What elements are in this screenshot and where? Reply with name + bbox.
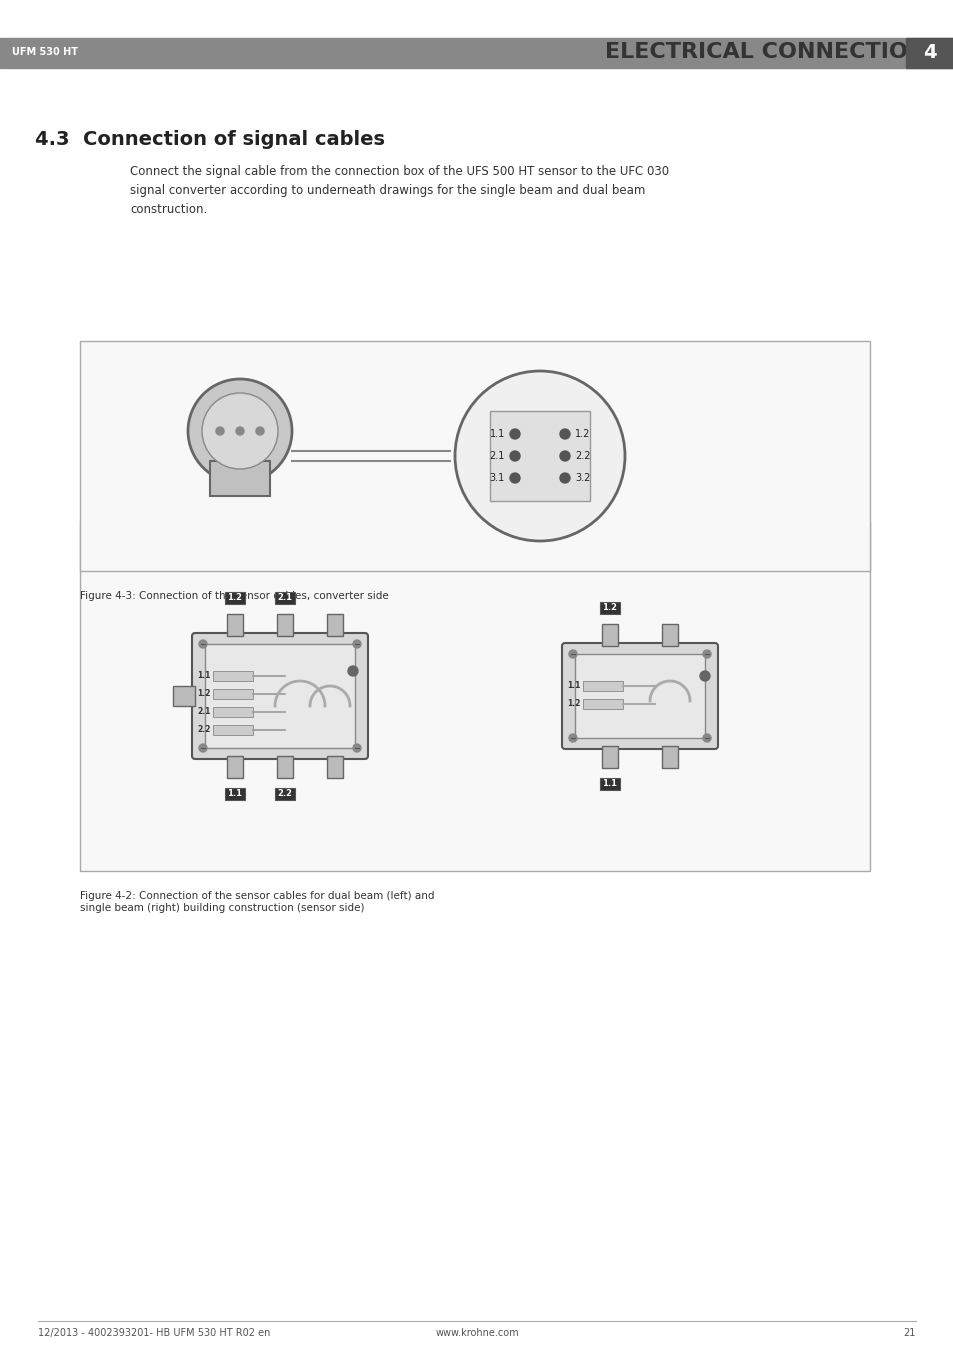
Text: 4: 4 bbox=[923, 42, 936, 62]
Circle shape bbox=[559, 473, 569, 484]
Text: 2.1: 2.1 bbox=[277, 593, 293, 603]
Circle shape bbox=[199, 640, 207, 648]
Text: Connect the signal cable from the connection box of the UFS 500 HT sensor to the: Connect the signal cable from the connec… bbox=[130, 165, 668, 216]
Text: 21: 21 bbox=[902, 1328, 915, 1337]
Text: 12/2013 - 4002393201- HB UFM 530 HT R02 en: 12/2013 - 4002393201- HB UFM 530 HT R02 … bbox=[38, 1328, 270, 1337]
Text: ELECTRICAL CONNECTIONS: ELECTRICAL CONNECTIONS bbox=[604, 42, 941, 62]
FancyBboxPatch shape bbox=[561, 643, 718, 748]
Circle shape bbox=[568, 650, 577, 658]
Circle shape bbox=[510, 451, 519, 461]
Bar bbox=[276, 757, 293, 778]
Bar bbox=[274, 592, 294, 604]
Bar bbox=[575, 654, 704, 738]
Text: 1.2: 1.2 bbox=[575, 430, 590, 439]
Bar bbox=[213, 707, 253, 717]
Text: 3.2: 3.2 bbox=[575, 473, 590, 484]
Bar bbox=[327, 757, 343, 778]
Text: 1.2: 1.2 bbox=[602, 604, 617, 612]
Circle shape bbox=[568, 734, 577, 742]
Text: 2.2: 2.2 bbox=[575, 451, 590, 461]
Bar bbox=[599, 603, 619, 613]
Bar bbox=[213, 671, 253, 681]
Bar bbox=[225, 788, 245, 800]
Circle shape bbox=[353, 640, 360, 648]
Bar bbox=[205, 644, 355, 748]
Text: 2.2: 2.2 bbox=[277, 789, 293, 798]
Bar bbox=[599, 778, 619, 790]
Text: 3.1: 3.1 bbox=[489, 473, 504, 484]
Bar bbox=[327, 613, 343, 636]
Bar bbox=[490, 411, 589, 501]
Bar bbox=[225, 592, 245, 604]
Text: 2.2: 2.2 bbox=[197, 725, 211, 735]
Text: 1.2: 1.2 bbox=[227, 593, 242, 603]
Bar bbox=[582, 681, 622, 690]
Text: 1.1: 1.1 bbox=[197, 671, 211, 681]
Circle shape bbox=[700, 671, 709, 681]
FancyBboxPatch shape bbox=[192, 634, 368, 759]
Text: 2.1: 2.1 bbox=[489, 451, 504, 461]
Bar bbox=[227, 613, 243, 636]
Text: 2.1: 2.1 bbox=[197, 708, 211, 716]
Circle shape bbox=[702, 734, 710, 742]
Bar bbox=[601, 746, 618, 767]
Text: 1.1: 1.1 bbox=[602, 780, 617, 789]
Bar bbox=[905, 38, 953, 68]
Circle shape bbox=[348, 666, 357, 676]
Bar bbox=[213, 725, 253, 735]
Circle shape bbox=[455, 372, 624, 540]
Text: 4.3  Connection of signal cables: 4.3 Connection of signal cables bbox=[35, 130, 385, 149]
Circle shape bbox=[199, 744, 207, 753]
Circle shape bbox=[510, 430, 519, 439]
Text: 1.1: 1.1 bbox=[489, 430, 504, 439]
Bar bbox=[172, 686, 194, 707]
Bar bbox=[0, 38, 953, 68]
Text: 1.1: 1.1 bbox=[227, 789, 242, 798]
Bar bbox=[227, 757, 243, 778]
Bar bbox=[274, 788, 294, 800]
Circle shape bbox=[215, 427, 224, 435]
Bar bbox=[661, 624, 678, 646]
Bar bbox=[80, 521, 869, 871]
Bar bbox=[582, 698, 622, 709]
Bar bbox=[80, 340, 869, 571]
Bar bbox=[601, 624, 618, 646]
Circle shape bbox=[353, 744, 360, 753]
Bar bbox=[210, 461, 270, 496]
Circle shape bbox=[559, 451, 569, 461]
Text: UFM 530 HT: UFM 530 HT bbox=[12, 47, 78, 57]
Text: 1.2: 1.2 bbox=[567, 700, 580, 708]
Text: 1.1: 1.1 bbox=[567, 681, 580, 690]
Circle shape bbox=[202, 393, 277, 469]
Text: Figure 4-3: Connection of the sensor cables, converter side: Figure 4-3: Connection of the sensor cab… bbox=[80, 590, 388, 601]
Circle shape bbox=[235, 427, 244, 435]
Circle shape bbox=[702, 650, 710, 658]
Bar bbox=[213, 689, 253, 698]
Text: www.krohne.com: www.krohne.com bbox=[435, 1328, 518, 1337]
Circle shape bbox=[510, 473, 519, 484]
Text: Figure 4-2: Connection of the sensor cables for dual beam (left) and
single beam: Figure 4-2: Connection of the sensor cab… bbox=[80, 892, 434, 912]
Circle shape bbox=[559, 430, 569, 439]
Circle shape bbox=[255, 427, 264, 435]
Text: 1.2: 1.2 bbox=[197, 689, 211, 698]
Bar bbox=[276, 613, 293, 636]
Bar bbox=[661, 746, 678, 767]
Circle shape bbox=[188, 380, 292, 484]
